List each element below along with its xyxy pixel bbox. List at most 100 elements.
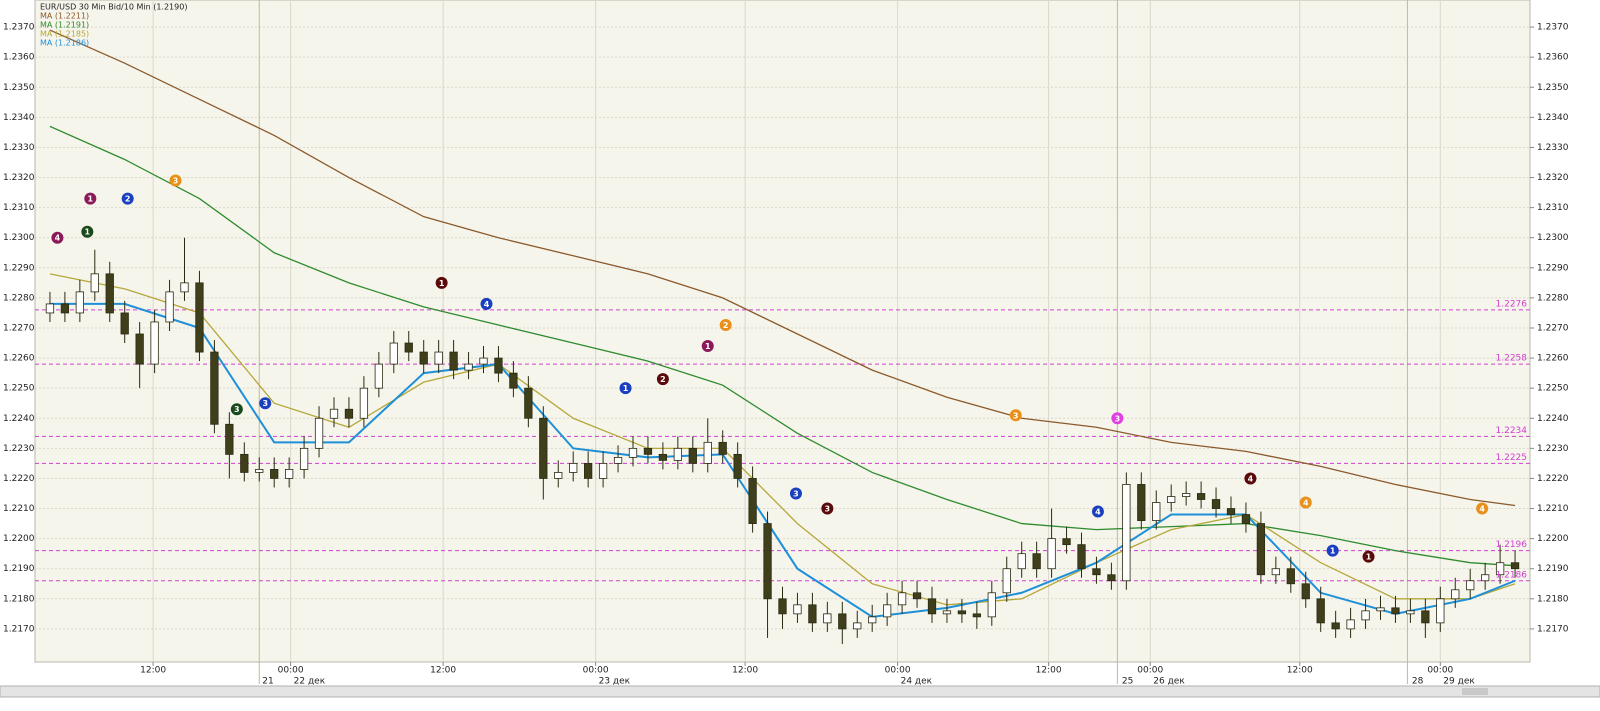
candle-body xyxy=(1137,484,1146,521)
candle-body xyxy=(1481,574,1490,582)
signal-marker xyxy=(656,373,669,386)
candle-body xyxy=(524,387,533,419)
signal-label: 4 xyxy=(1303,499,1309,508)
candle-body xyxy=(778,598,787,615)
signal-marker xyxy=(51,231,64,244)
level-label: 1.2258 xyxy=(1496,354,1528,364)
ma-line xyxy=(49,302,1516,618)
candle-body xyxy=(479,357,488,365)
y-tick-label: 1.2310 xyxy=(3,203,35,213)
candle-body xyxy=(359,387,369,419)
candle-body xyxy=(1406,610,1415,615)
candle-body xyxy=(793,604,802,615)
legend-label: MA (1.2185) xyxy=(40,30,89,39)
x-tick-label: 00:00 xyxy=(885,666,911,676)
candle-body xyxy=(927,598,937,615)
date-label: 28 xyxy=(1412,677,1424,687)
candle-body xyxy=(1241,514,1251,524)
candle-body xyxy=(314,417,324,449)
signal-marker xyxy=(435,276,448,289)
signal-label: 3 xyxy=(825,505,831,514)
candle-body xyxy=(838,613,847,630)
signal-marker xyxy=(480,297,493,310)
candle-body xyxy=(389,342,398,365)
signal-marker xyxy=(1244,472,1257,485)
date-label: 21 xyxy=(262,677,273,687)
level-label: 1.2276 xyxy=(1496,299,1528,309)
signal-marker xyxy=(84,192,97,205)
candle-body xyxy=(105,273,114,314)
scrollbar[interactable] xyxy=(0,685,1600,698)
candle-body xyxy=(180,282,189,293)
level-label: 1.2225 xyxy=(1496,453,1528,463)
signal-label: 1 xyxy=(85,228,91,237)
level-label: 1.2196 xyxy=(1496,540,1528,550)
candle-body xyxy=(404,342,413,353)
candle-body xyxy=(912,592,922,600)
candle-body xyxy=(150,321,159,365)
candle-body xyxy=(1152,502,1161,521)
signal-marker xyxy=(619,382,632,395)
overlay: 1.2170 1.2170 1.2180 1.2180 1.2190 1.2190 1.22… xyxy=(3,12,1569,687)
level-label: 1.2186 xyxy=(1496,570,1528,580)
candle-body xyxy=(45,303,55,314)
candle-body xyxy=(987,592,996,618)
signal-label: 1 xyxy=(439,279,445,288)
candle-body xyxy=(1331,622,1340,630)
signal-label: 2 xyxy=(125,195,131,204)
candle-body xyxy=(165,291,174,323)
candle-body xyxy=(240,453,249,473)
candle-body xyxy=(1167,496,1176,503)
scroll-thumb[interactable] xyxy=(1462,688,1488,695)
y-tick-label: 1.2250 xyxy=(1537,384,1569,394)
candle-body xyxy=(584,462,593,479)
date-label: 25 xyxy=(1122,677,1133,687)
y-tick-label: 1.2290 xyxy=(1537,263,1569,273)
y-tick-label: 1.2290 xyxy=(3,263,35,273)
y-tick-label: 1.2340 xyxy=(3,113,35,123)
candle-body xyxy=(1271,568,1280,576)
candle-body xyxy=(299,447,309,470)
y-tick-label: 1.2260 xyxy=(3,354,35,364)
candle-body xyxy=(613,456,623,464)
y-tick-label: 1.2300 xyxy=(1537,233,1569,243)
y-tick-label: 1.2220 xyxy=(3,474,35,484)
x-tick-label: 12:00 xyxy=(140,666,166,676)
y-tick-label: 1.2190 xyxy=(3,564,35,574)
candle-body xyxy=(733,453,742,479)
date-label: 29 дек xyxy=(1443,677,1475,687)
y-tick-label: 1.2330 xyxy=(3,143,35,153)
candle-body xyxy=(419,351,428,365)
y-tick-label: 1.2350 xyxy=(1537,83,1569,93)
candle-body xyxy=(225,423,234,455)
candle-body xyxy=(569,462,578,473)
candle-body xyxy=(285,469,294,479)
candle-body xyxy=(1047,538,1056,570)
candle-body xyxy=(1436,598,1445,624)
candle-body xyxy=(868,616,877,624)
y-tick-label: 1.2280 xyxy=(3,293,35,303)
signal-label: 3 xyxy=(173,177,179,186)
x-tick-label: 12:00 xyxy=(1036,666,1062,676)
y-tick-label: 1.2240 xyxy=(3,414,35,424)
x-tick-label: 00:00 xyxy=(1427,666,1453,676)
candle-body xyxy=(1451,589,1460,600)
candle-body xyxy=(135,333,144,365)
date-label: 24 дек xyxy=(901,677,933,687)
candle-body xyxy=(1286,568,1295,585)
signal-label: 4 xyxy=(1095,508,1101,517)
candle-body xyxy=(449,351,458,371)
signal-label: 2 xyxy=(660,375,666,384)
candle-body xyxy=(823,613,832,624)
candle-body xyxy=(1301,583,1310,600)
signal-label: 3 xyxy=(1115,414,1121,423)
candle-body xyxy=(464,363,473,371)
level-label: 1.2234 xyxy=(1496,426,1528,436)
signal-label: 4 xyxy=(1479,505,1485,514)
y-tick-label: 1.2310 xyxy=(1537,203,1569,213)
x-tick-label: 12:00 xyxy=(430,666,456,676)
y-tick-label: 1.2180 xyxy=(1537,594,1569,604)
x-tick-label: 00:00 xyxy=(1137,666,1163,676)
candle-body xyxy=(509,372,518,389)
candle-body xyxy=(90,273,99,293)
